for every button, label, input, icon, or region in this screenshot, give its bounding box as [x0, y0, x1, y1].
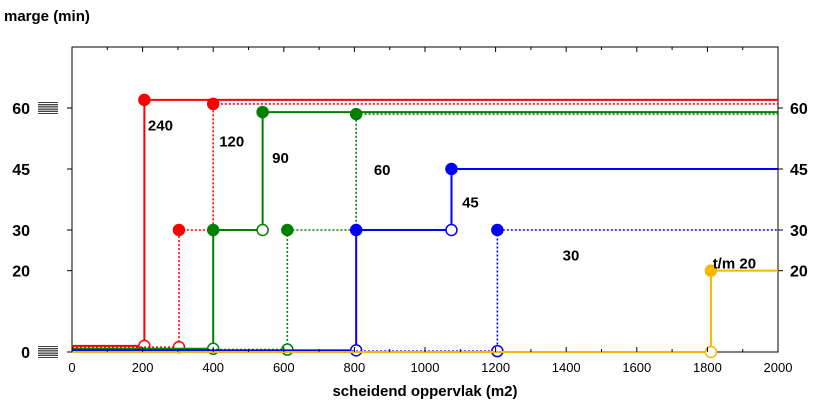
x-tick-label: 800 [344, 360, 366, 375]
y-tick-label-left: 20 [12, 264, 30, 281]
series-label: t/m 20 [713, 256, 756, 273]
data-point-open [349, 344, 363, 357]
y-tick-label-left: 60 [12, 101, 30, 118]
x-tick-label: 1200 [481, 360, 510, 375]
series-label: 45 [462, 195, 479, 212]
data-point-filled [206, 97, 220, 111]
data-point-open [445, 223, 458, 237]
x-tick-label: 600 [273, 360, 295, 375]
y-tick-label-left: 30 [12, 223, 30, 240]
y-tick-label-right: 60 [790, 101, 808, 118]
data-point-filled [349, 223, 363, 237]
series-label: 240 [148, 117, 173, 134]
series-layer: 240 120 90 60 45 30 t/m 20 [72, 93, 778, 359]
x-tick-label: 1800 [693, 360, 722, 375]
y-tick-label-left: 0 [21, 345, 30, 362]
axis-layer: 0 200 400 600 800 1000 1200 1400 1600 1800 2000 0 20… [12, 47, 808, 375]
data-point-open [704, 345, 718, 359]
series-line [72, 111, 778, 350]
series-line [72, 168, 778, 352]
y-tick-label-right: 20 [790, 264, 808, 281]
plot-area [71, 46, 779, 353]
series-line [72, 269, 778, 353]
series-label: 120 [219, 134, 244, 151]
x-axis-title: scheidend oppervlak (m2) [332, 383, 517, 400]
series-label: 30 [563, 247, 580, 264]
data-point-open [256, 223, 269, 237]
data-point-filled [349, 107, 363, 121]
x-tick-label: 2000 [764, 360, 793, 375]
x-tick-label: 1000 [411, 360, 440, 375]
data-point-filled [206, 223, 220, 237]
y-axis-title: marge (min) [4, 8, 90, 25]
series-line [72, 103, 778, 348]
data-point-filled [445, 162, 458, 176]
data-point-filled [281, 223, 294, 237]
x-tick-label: 1600 [622, 360, 651, 375]
data-point-filled [704, 264, 718, 277]
y-tick-label-right: 45 [790, 162, 808, 179]
data-point-filled [138, 93, 151, 107]
series-line [72, 229, 778, 352]
y-tick-label-left: 45 [12, 162, 30, 179]
x-tick-label: 0 [68, 360, 75, 375]
x-tick-label: 200 [132, 360, 154, 375]
series-label: 60 [374, 162, 391, 179]
series-line [72, 98, 778, 347]
x-tick-label: 1400 [552, 360, 581, 375]
series-line [72, 113, 778, 351]
y-tick-label-right: 30 [790, 223, 808, 240]
data-point-filled [491, 223, 504, 237]
x-tick-label: 400 [202, 360, 224, 375]
data-point-filled [172, 223, 186, 237]
series-label: 90 [272, 150, 289, 167]
data-point-filled [256, 105, 269, 119]
